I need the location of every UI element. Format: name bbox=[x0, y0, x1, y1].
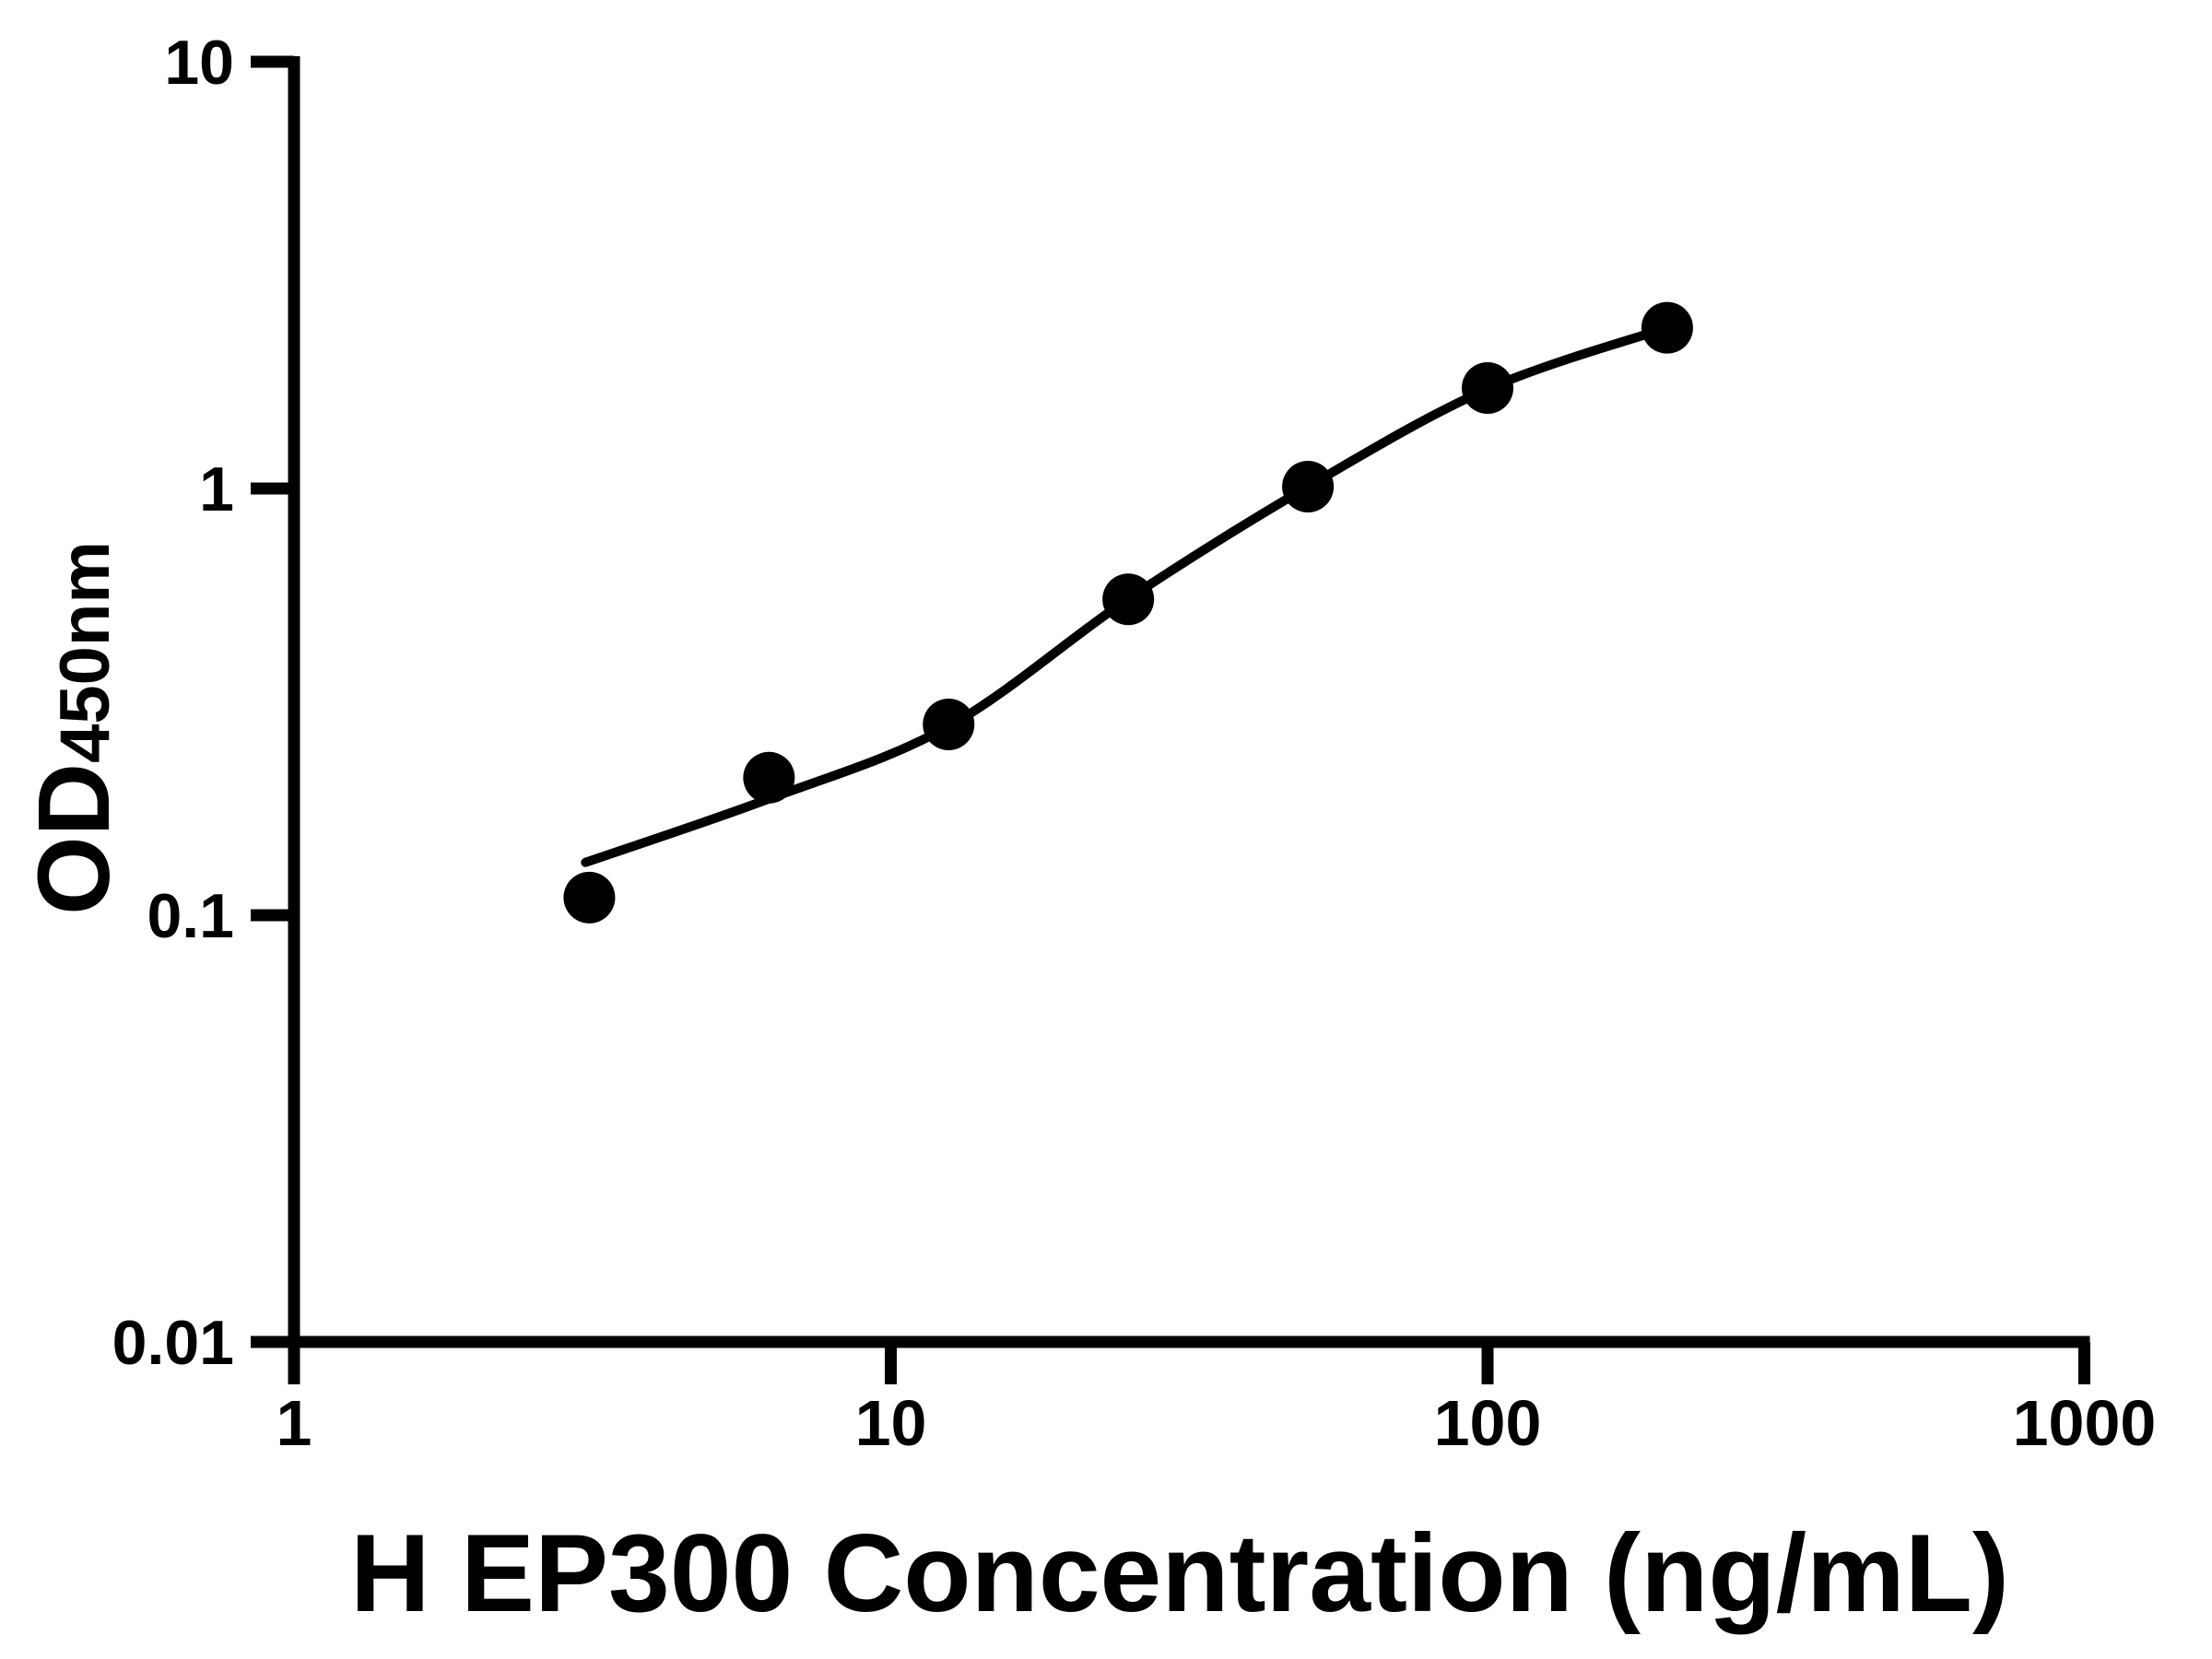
y-axis-title-sub: 450nm bbox=[46, 541, 124, 763]
x-axis-title: H EP300 Concentration (ng/mL) bbox=[350, 1512, 2009, 1635]
y-tick-label-0.01: 0.01 bbox=[112, 1308, 234, 1378]
x-tick-label-1000: 1000 bbox=[2013, 1387, 2157, 1459]
y-axis-title: OD450nm bbox=[18, 541, 131, 915]
data-point-x200 bbox=[1641, 301, 1693, 354]
data-point-x25 bbox=[1102, 573, 1155, 626]
y-tick-label-10: 10 bbox=[164, 28, 234, 98]
data-point-x12.5 bbox=[923, 698, 975, 750]
y-axis-title-main: OD bbox=[18, 763, 131, 915]
x-tick-label-10: 10 bbox=[855, 1387, 927, 1459]
data-point-x3.125 bbox=[563, 871, 616, 924]
plot-area: 10 1 0.1 0.01 1 10 100 1000 bbox=[112, 28, 2157, 1459]
data-point-x50 bbox=[1282, 460, 1335, 512]
x-tick-label-1: 1 bbox=[276, 1387, 312, 1459]
y-tick-label-0.1: 0.1 bbox=[147, 881, 234, 951]
data-point-x6.25 bbox=[743, 751, 795, 804]
data-point-x100 bbox=[1462, 361, 1513, 414]
x-tick-label-100: 100 bbox=[1434, 1387, 1542, 1459]
y-tick-label-1: 1 bbox=[199, 454, 234, 524]
